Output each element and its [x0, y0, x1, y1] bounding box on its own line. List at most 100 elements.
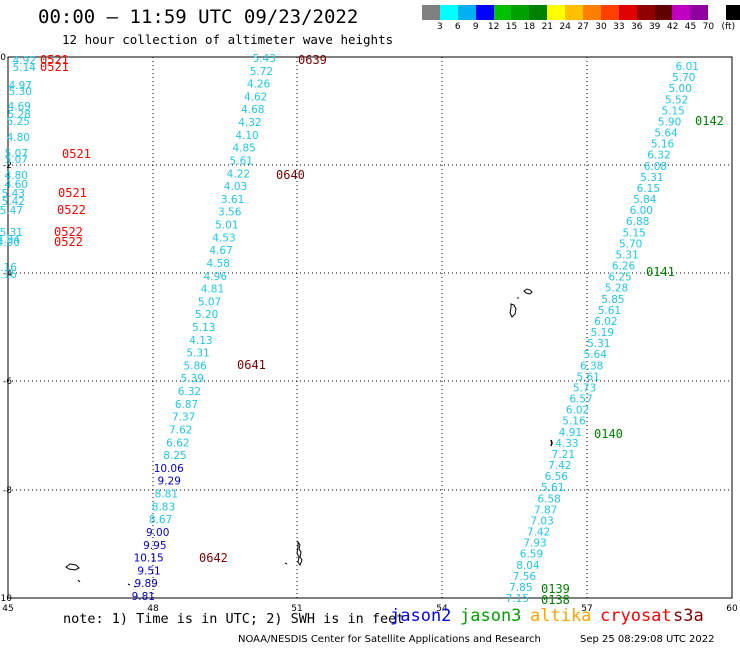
satellite-altika: altika [530, 606, 592, 626]
wave-height-label: 10.06 [154, 463, 184, 475]
wave-height-tracks: 4.925.144.975.304.695.285.254.805.075.07… [0, 53, 699, 605]
legend-swatch [547, 5, 566, 20]
island-outlines [65, 288, 553, 588]
wave-height-label: 3.61 [221, 194, 244, 206]
y-axis-label: -2 [3, 161, 12, 171]
wave-height-label: 5.84 [633, 194, 657, 206]
wave-height-label: 7.03 [530, 515, 553, 527]
wave-height-label: 4.32 [238, 117, 261, 129]
wave-height-label: 5.31 [0, 227, 23, 239]
wave-height-label: 6.01 [676, 61, 699, 73]
wave-height-label: 6.25 [608, 272, 631, 284]
wave-height-label: 5.47 [0, 205, 23, 217]
legend-swatch [600, 5, 619, 20]
pass-label: 0640 [276, 168, 305, 182]
wave-height-label: 5.43 [2, 188, 25, 200]
wave-height-label: 5.31 [186, 348, 209, 360]
wave-height-label: 5.20 [195, 309, 218, 321]
color-scale-legend [422, 5, 740, 20]
wave-height-label: 5.90 [658, 116, 681, 128]
pass-label: 0139 [541, 582, 570, 596]
wave-height-label: 9.95 [143, 540, 166, 552]
wave-height-label: 6.56 [545, 471, 569, 483]
map-frame [7, 56, 733, 599]
wave-height-label: 5.70 [672, 72, 695, 84]
wave-height-label: 7.37 [172, 412, 195, 424]
wave-height-label: 5.19 [591, 327, 614, 339]
legend-label: 15 [505, 22, 518, 32]
legend-swatch [439, 5, 458, 20]
wave-height-label: 5.07 [5, 148, 28, 160]
island-outline [127, 583, 137, 588]
wave-height-label: 7.56 [513, 571, 537, 583]
wave-height-label: 4.13 [189, 335, 212, 347]
pass-label: 0138 [541, 593, 570, 607]
legend-label: 12 [487, 22, 500, 32]
wave-height-label: 6.00 [630, 205, 653, 217]
wave-height-label: 7.87 [534, 504, 557, 516]
legend-swatch [654, 5, 673, 20]
legend-label: (ft) [721, 22, 736, 32]
wave-height-label: 7.42 [548, 460, 571, 472]
legend-label: 21 [541, 22, 554, 32]
pass-label: 0141 [646, 265, 675, 279]
satellite-s3a: s3a [673, 606, 704, 626]
legend-swatch [475, 5, 494, 20]
y-axis-label: -8 [3, 486, 12, 496]
wave-height-label: 5.61 [230, 155, 253, 167]
wave-height-label: 4.80 [5, 170, 28, 182]
wave-height-label: 4.90 [0, 237, 20, 249]
legend-swatch [618, 5, 637, 20]
wave-height-label: 9.81 [132, 591, 155, 603]
wave-height-label: 4.85 [232, 143, 255, 155]
wave-height-label: 5.85 [601, 294, 624, 306]
wave-height-label: 5.72 [250, 66, 273, 78]
pass-label: 0522 [54, 235, 83, 249]
wave-height-label: 6.62 [166, 437, 189, 449]
legend-swatch [457, 5, 476, 20]
legend-label: 27 [577, 22, 589, 32]
wave-height-label: 9.00 [146, 527, 169, 539]
y-axis-label: -6 [3, 377, 12, 387]
wave-height-label: 6.32 [647, 150, 670, 162]
wave-height-label: 8.67 [149, 514, 172, 526]
legend-swatch [708, 5, 727, 20]
map-title: 00:00 – 11:59 UTC 09/23/2022 [38, 6, 359, 28]
wave-height-label: 4.58 [207, 258, 230, 270]
wave-height-label: 4.62 [244, 91, 267, 103]
wave-height-label: 5.52 [665, 94, 688, 106]
wave-height-label: 4.67 [209, 245, 232, 257]
pass-labels: 0521052105210521052205220522063906400641… [40, 53, 724, 607]
wave-height-label: 5.15 [661, 105, 684, 117]
wave-height-label: 4.22 [227, 168, 250, 180]
island-outline [296, 540, 303, 567]
wave-height-label: 8.83 [152, 501, 175, 513]
wave-height-label: 5.16 [562, 416, 586, 428]
wave-height-label: 5.64 [654, 128, 678, 140]
legend-swatch [690, 5, 709, 20]
wave-height-label: 6.88 [626, 216, 649, 228]
wave-height-label: 5.25 [7, 116, 30, 128]
axis-labels: 45 48 51 54 57 60 0 -2 -4 -6 -8 -10 [0, 53, 738, 614]
wave-height-label: 5.01 [215, 220, 238, 232]
legend-label: 39 [648, 22, 661, 32]
wave-height-label: 4.68 [241, 104, 264, 116]
legend-label: 3 [437, 22, 443, 32]
island-outline [523, 288, 533, 295]
wave-height-label: 10.15 [134, 553, 164, 565]
wave-height-label: 5.28 [8, 109, 31, 121]
wave-height-label: 6.87 [175, 399, 198, 411]
wave-height-label: 7.42 [527, 527, 550, 539]
legend-label: 42 [666, 22, 679, 32]
wave-height-label: 5.43 [253, 53, 276, 65]
pass-label: 0142 [695, 114, 724, 128]
pass-label: 0521 [40, 60, 69, 74]
wave-height-label: 7.93 [523, 538, 546, 550]
pass-label: 0522 [57, 203, 86, 217]
pass-label: 0140 [594, 427, 623, 441]
pass-label: 0641 [237, 358, 266, 372]
x-axis-label: 60 [726, 604, 738, 614]
wave-height-label: 7.62 [169, 424, 192, 436]
legend-label: 6 [454, 22, 461, 32]
